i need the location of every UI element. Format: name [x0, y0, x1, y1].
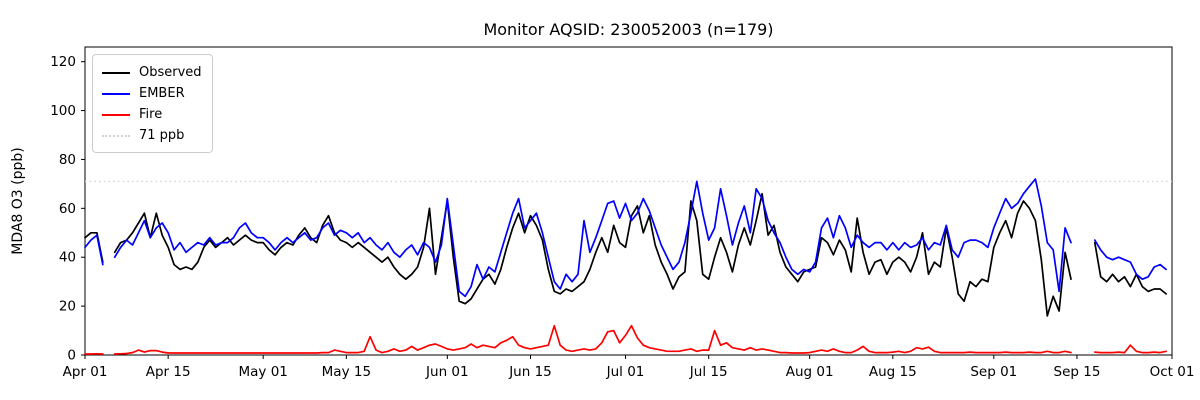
x-tick-label: May 01 [239, 364, 288, 380]
threshold-line-swatch [102, 134, 130, 137]
legend-item-ember: EMBER [102, 83, 202, 104]
x-tick-label: Jul 01 [606, 364, 645, 380]
legend-label: Observed [139, 65, 202, 80]
axes-frame [84, 46, 1173, 356]
y-tick-label: 80 [59, 152, 76, 168]
x-tick-label: Aug 01 [786, 364, 834, 380]
y-axis-label: MDA8 O3 (ppb) [10, 147, 26, 255]
legend-item-threshold: 71 ppb [102, 125, 202, 146]
x-tick-label: Jul 15 [689, 364, 728, 380]
x-tick-label: Aug 15 [869, 364, 917, 380]
x-tick-label: Oct 01 [1150, 364, 1195, 380]
legend-label: EMBER [139, 86, 185, 101]
series-line-ember [84, 178, 1167, 298]
fire-line-swatch [102, 113, 130, 116]
y-tick-label: 60 [59, 201, 76, 217]
legend-item-fire: Fire [102, 104, 202, 125]
y-tick-label: 40 [59, 250, 76, 266]
x-tick-label: Sep 01 [970, 364, 1017, 380]
x-tick-label: Apr 01 [63, 364, 108, 380]
x-tick-label: Apr 15 [146, 364, 191, 380]
x-tick-label: Sep 15 [1054, 364, 1101, 380]
chart-title: Monitor AQSID: 230052003 (n=179) [483, 20, 774, 39]
y-tick-label: 20 [59, 299, 76, 315]
y-tick-label: 100 [50, 103, 76, 119]
x-tick-label: Jun 01 [425, 364, 469, 380]
legend-label: Fire [139, 107, 163, 122]
observed-line-swatch [102, 71, 130, 74]
y-tick-label: 0 [67, 348, 76, 364]
x-tick-label: May 15 [322, 364, 371, 380]
series-line-fire [84, 324, 1167, 355]
legend-item-observed: Observed [102, 62, 202, 83]
legend: Observed EMBER Fire 71 ppb [92, 54, 213, 153]
ember-line-swatch [102, 92, 130, 95]
x-tick-label: Jun 15 [508, 364, 552, 380]
legend-label: 71 ppb [139, 128, 185, 143]
y-tick-label: 120 [50, 54, 76, 70]
